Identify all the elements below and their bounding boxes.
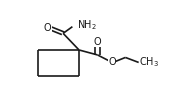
Text: O: O (108, 57, 116, 67)
Text: O: O (43, 22, 51, 33)
Text: CH$_3$: CH$_3$ (139, 56, 159, 69)
Text: O: O (94, 37, 101, 47)
Text: NH$_2$: NH$_2$ (77, 18, 97, 32)
